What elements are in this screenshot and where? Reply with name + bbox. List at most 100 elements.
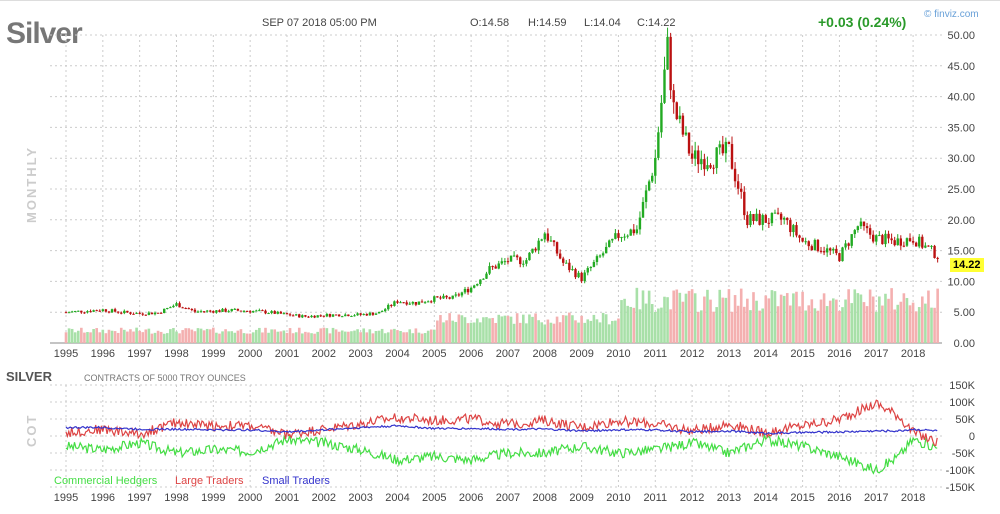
candle-body (138, 312, 141, 314)
volume-bar (776, 306, 780, 343)
candle-body (604, 246, 608, 254)
volume-bar (267, 332, 270, 343)
volume-bar (135, 327, 138, 343)
candle-body (485, 273, 488, 279)
candle-body (387, 304, 390, 310)
finviz-link[interactable]: © finviz.com (924, 9, 979, 20)
candle-body (390, 304, 393, 306)
volume-bar (810, 299, 814, 343)
volume-bar (718, 289, 722, 343)
volume-bar (629, 306, 633, 343)
candle-body (472, 285, 476, 288)
year-tick-label: 1995 (54, 492, 78, 504)
candle-body (684, 132, 688, 135)
volume-bar (503, 315, 507, 343)
volume-bar (380, 328, 384, 343)
candle-body (807, 241, 810, 247)
year-tick-label: 2004 (385, 492, 409, 504)
quote-date: SEP 07 2018 05:00 PM (262, 17, 377, 29)
volume-bar (334, 329, 338, 343)
candle-body (172, 305, 175, 308)
candle-body (865, 226, 869, 229)
volume-bar (577, 322, 580, 343)
volume-bar (733, 295, 737, 343)
cot-subtitle: CONTRACTS OF 5000 TROY OUNCES (84, 373, 246, 383)
candle-body (436, 296, 439, 298)
candle-body (838, 253, 841, 262)
candle-body (555, 242, 559, 254)
candle-body (408, 303, 411, 305)
candle-body (632, 229, 635, 234)
volume-bar (451, 320, 455, 343)
year-tick-label: 2001 (275, 492, 299, 504)
candle-body (430, 301, 433, 303)
volume-bar (86, 332, 89, 343)
candle-body (423, 302, 427, 304)
volume-bar (153, 332, 157, 343)
volume-bar (454, 321, 458, 343)
volume-bar (150, 333, 154, 343)
candle-body (586, 268, 589, 273)
year-tick-label: 2013 (717, 492, 741, 504)
volume-bar (644, 303, 648, 343)
candle-body (95, 310, 98, 312)
volume-bar (736, 305, 740, 343)
candle-body (181, 307, 184, 309)
candle-body (801, 237, 804, 242)
year-tick-label: 2014 (754, 492, 778, 504)
volume-bar (727, 289, 731, 343)
volume-bar (761, 308, 765, 343)
volume-bar (555, 316, 559, 343)
price-tick-label: 50.00 (947, 30, 975, 42)
candle-body (847, 243, 850, 246)
candle-body (420, 301, 424, 303)
volume-bar (420, 333, 424, 343)
candle-body (101, 309, 105, 311)
price-tick-label: 35.00 (947, 122, 975, 134)
candle-body (568, 262, 571, 271)
volume-bar (920, 296, 924, 343)
price-tick-label: 5.00 (954, 307, 975, 319)
volume-bar (485, 317, 488, 343)
candle-body (325, 314, 329, 317)
volume-bar (666, 297, 669, 343)
volume-bar (887, 298, 890, 343)
candle-body (248, 311, 252, 313)
candle-body (669, 36, 672, 91)
candle-body (230, 309, 233, 312)
volume-bar (463, 317, 467, 343)
year-tick-label: 2000 (238, 492, 262, 504)
candle-body (454, 294, 457, 296)
volume-bar (607, 324, 611, 343)
volume-bar (328, 333, 332, 343)
volume-bar (248, 333, 252, 343)
candle-body (233, 308, 237, 310)
volume-bar (801, 291, 804, 343)
candle-body (908, 238, 912, 242)
volume-bar (712, 311, 715, 343)
volume-bar (896, 304, 900, 343)
candle-body (592, 262, 596, 267)
candle-body (552, 240, 556, 243)
candle-body (509, 255, 513, 262)
candle-body (166, 307, 169, 309)
year-tick-label: 2017 (864, 348, 888, 360)
volume-bar (442, 322, 445, 343)
candle-body (525, 260, 528, 264)
volume-bar (927, 290, 930, 343)
volume-bar (878, 296, 881, 343)
candle-body (457, 294, 461, 296)
volume-bar (138, 330, 141, 343)
volume-bar (433, 329, 436, 343)
volume-bar (807, 305, 811, 343)
volume-bar (706, 289, 709, 343)
volume-bar (853, 289, 857, 343)
candle-body (414, 302, 418, 305)
candle-body (709, 165, 712, 168)
volume-bar (696, 311, 700, 343)
volume-bar (890, 288, 893, 343)
candle-body (245, 310, 249, 312)
price-tick-label: 30.00 (947, 153, 975, 165)
year-tick-label: 2011 (643, 492, 667, 504)
